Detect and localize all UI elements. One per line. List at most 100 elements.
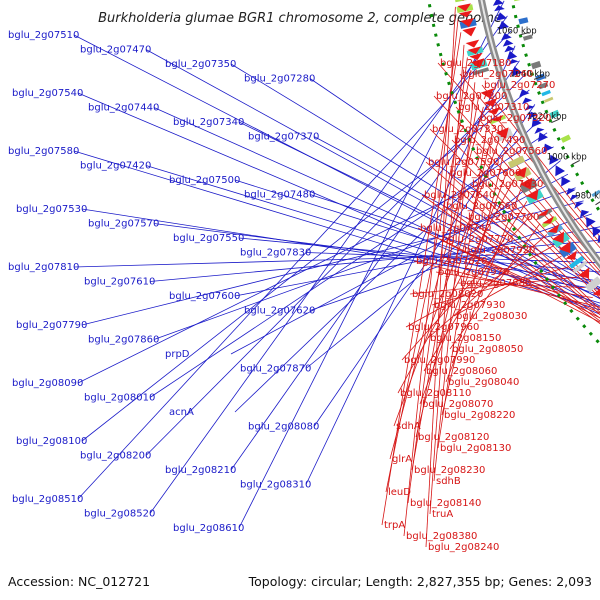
gene-label-right: bglu_2g07320	[480, 113, 551, 124]
gene-label-right: bglu_2g08040	[448, 377, 519, 388]
gene-label-left: bglu_2g08520	[84, 509, 155, 520]
forward-gene	[566, 188, 576, 196]
accession-text: Accession: NC_012721	[8, 574, 150, 589]
connector-line-right	[409, 276, 577, 295]
connector-line-right	[389, 106, 484, 460]
gene-label-right: bglu_2g08110	[400, 388, 471, 399]
gene-label-right: bglu_2g08220	[444, 410, 515, 421]
connector-line-left	[77, 92, 600, 315]
connector-line-right	[433, 82, 476, 482]
gene-label-left: bglu_2g08200	[80, 451, 151, 462]
connector-line-right	[425, 6, 456, 548]
gene-label-right: bglu_2g08140	[410, 498, 481, 509]
forward-gene	[538, 132, 548, 142]
forward-gene	[522, 97, 533, 105]
gene-label-right: bglu_2g08120	[418, 432, 489, 443]
gene-label-right: bglu_2g07310	[458, 102, 529, 113]
reverse-gene	[460, 18, 474, 28]
gene-label-left: bglu_2g07870	[240, 364, 311, 375]
kbp-tick-label: 1000 kbp	[547, 153, 587, 163]
connector-line-right	[477, 117, 600, 268]
gene-label-left: bglu_2g07500	[169, 175, 240, 186]
gene-label-right: bglu_2g08050	[452, 344, 523, 355]
connector-line-left	[77, 30, 512, 500]
gene-label-right: sdhA	[396, 421, 421, 432]
forward-gene	[531, 117, 542, 128]
gene-label-left: bglu_2g07420	[80, 161, 151, 172]
connector-line-left	[238, 121, 600, 299]
reverse-gene	[469, 52, 483, 60]
connector-line-right	[403, 19, 459, 537]
reverse-gene	[484, 98, 498, 107]
gene-tracks	[455, 0, 600, 296]
forward-gene	[580, 209, 590, 218]
genome-backbone	[427, 0, 600, 346]
kbp-tick-mark	[595, 201, 600, 206]
kbp-tick-mark	[551, 118, 560, 124]
gene-label-left: prpD	[165, 349, 190, 360]
gene-block	[507, 155, 526, 169]
gene-label-left: bglu_2g07830	[240, 248, 311, 259]
forward-gene	[543, 143, 553, 153]
gene-label-right: bglu_2g07630	[472, 179, 543, 190]
connector-line-left	[145, 75, 525, 456]
connector-line-right	[401, 212, 534, 361]
gene-label-left: bglu_2g07550	[173, 233, 244, 244]
connector-line-left	[73, 34, 600, 307]
gene-label-right: bglu_2g07700	[468, 212, 539, 223]
gene-label-right: bglu_2g07560	[476, 146, 547, 157]
gene-block	[518, 17, 529, 25]
connector-line-left	[230, 173, 569, 355]
reverse-gene	[519, 177, 533, 190]
gene-label-right: bglu_2g07490	[454, 135, 525, 146]
forward-gene	[597, 235, 600, 244]
gene-label-right: bglu_2g07920	[464, 245, 535, 256]
kbp-tick-mark	[533, 75, 543, 80]
reverse-gene	[458, 10, 473, 18]
gene-label-right: bglu_2g07990	[404, 355, 475, 366]
gene-label-left: bglu_2g07790	[16, 320, 87, 331]
reverse-gene	[490, 114, 504, 122]
forward-gene	[502, 39, 514, 47]
gene-label-right: bglu_2g08230	[414, 465, 485, 476]
gene-block	[522, 34, 533, 41]
kbp-tick-label: 1040 kbp	[510, 70, 550, 80]
backbone-highlight	[480, 0, 600, 265]
forward-gene	[506, 50, 518, 60]
gene-block	[514, 0, 521, 2]
forward-gene	[501, 33, 512, 41]
connector-line-left	[145, 165, 600, 304]
connector-line-left	[81, 200, 584, 326]
gene-label-right: bglu_2g08380	[406, 531, 477, 542]
forward-gene	[549, 154, 560, 165]
reverse-gene	[542, 216, 555, 224]
gene-label-left: bglu_2g08510	[12, 494, 83, 505]
summary-text: Topology: circular; Length: 2,827,355 bp…	[248, 574, 592, 589]
connector-line-right	[427, 234, 548, 339]
connector-line-left	[77, 146, 554, 384]
forward-gene	[527, 111, 539, 120]
connector-line-right	[425, 161, 600, 316]
gene-label-right: bglu_2g07590	[428, 157, 499, 168]
connector-line-left	[153, 187, 576, 340]
gene-block	[541, 89, 551, 97]
gene-label-right: bglu_2g07740	[420, 223, 491, 234]
forward-gene	[508, 59, 519, 65]
gene-block	[544, 96, 554, 103]
connector-line-left	[238, 0, 505, 529]
reverse-gene	[565, 250, 577, 260]
connector-line-right	[423, 200, 528, 372]
gene-block	[584, 276, 600, 293]
gene-label-left: bglu_2g08010	[84, 393, 155, 404]
forward-gene	[494, 5, 505, 12]
kbp-tick-label: 1020 kbp	[527, 112, 567, 122]
gene-label-right: bglu_2g07300	[436, 91, 507, 102]
forward-gene	[496, 12, 507, 21]
gene-block	[538, 82, 549, 90]
reverse-gene	[457, 3, 471, 12]
gene-label-left: bglu_2g07350	[165, 59, 236, 70]
forward-gene	[519, 89, 530, 97]
gene-label-right: bglu_2g07930	[434, 300, 505, 311]
gene-block	[572, 260, 588, 274]
